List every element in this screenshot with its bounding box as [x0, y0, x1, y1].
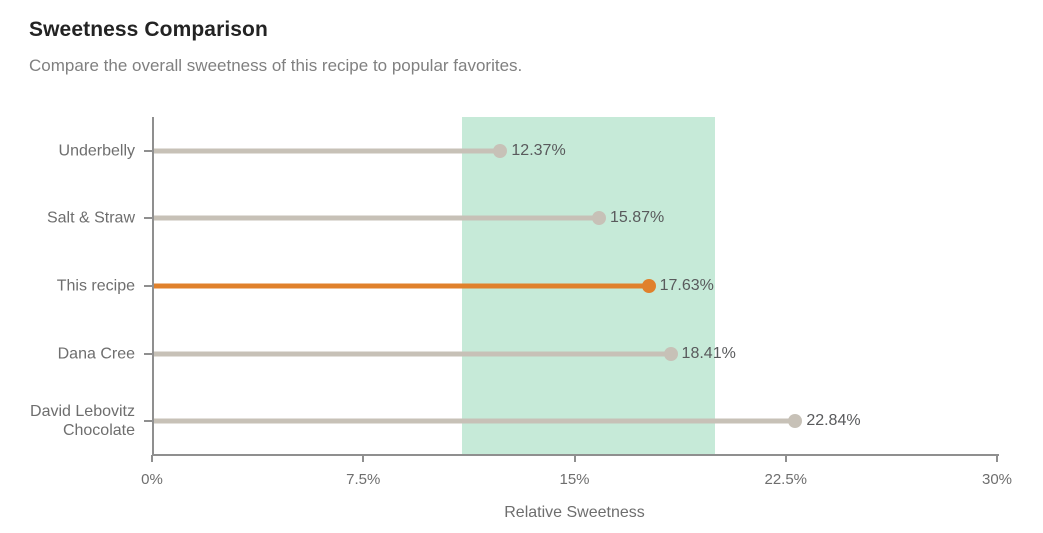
lollipop-dot — [592, 211, 606, 226]
x-tick-label: 0% — [141, 471, 163, 488]
category-label: Underbelly — [58, 142, 135, 160]
lollipop-stem — [152, 351, 671, 357]
y-axis-tick — [144, 420, 152, 423]
x-axis-tick — [362, 455, 365, 462]
chart-subtitle: Compare the overall sweetness of this re… — [29, 56, 523, 75]
lollipop-dot — [788, 414, 803, 429]
lollipop-dot — [493, 143, 508, 158]
y-axis-tick — [144, 149, 152, 152]
y-axis-tick — [144, 285, 152, 287]
x-tick-label: 7.5% — [346, 471, 381, 488]
value-label: 18.41% — [681, 344, 736, 362]
category-label: David Lebovitz Chocolate — [30, 403, 135, 440]
y-axis-line — [152, 117, 154, 455]
x-axis-tick — [784, 455, 787, 462]
lollipop-dot-highlight — [641, 279, 656, 293]
x-axis-tick — [996, 455, 998, 462]
x-axis-tick — [573, 455, 576, 462]
x-axis-title: Relative Sweetness — [504, 504, 645, 521]
x-tick-label: 30% — [981, 471, 1013, 488]
category-label: Dana Cree — [57, 345, 135, 363]
x-tick-label: 15% — [559, 471, 590, 488]
y-axis-tick — [144, 217, 152, 220]
y-axis-tick — [144, 352, 152, 355]
x-axis-tick — [151, 455, 153, 462]
category-label: Salt & Straw — [46, 209, 135, 227]
lollipop-stem — [152, 418, 796, 424]
category-label: This recipe — [56, 277, 135, 295]
lollipop-stem-highlight — [152, 283, 649, 289]
x-tick-label: 22.5% — [764, 471, 808, 488]
lollipop-dot — [663, 346, 678, 361]
value-label: 12.37% — [511, 141, 566, 159]
value-label: 15.87% — [610, 209, 665, 227]
lollipop-stem — [152, 148, 501, 154]
lollipop-stem — [152, 215, 599, 221]
value-label: 17.63% — [659, 277, 714, 294]
chart-title: Sweetness Comparison — [29, 18, 268, 41]
value-label: 22.84% — [806, 412, 861, 430]
x-axis-line — [152, 454, 999, 456]
